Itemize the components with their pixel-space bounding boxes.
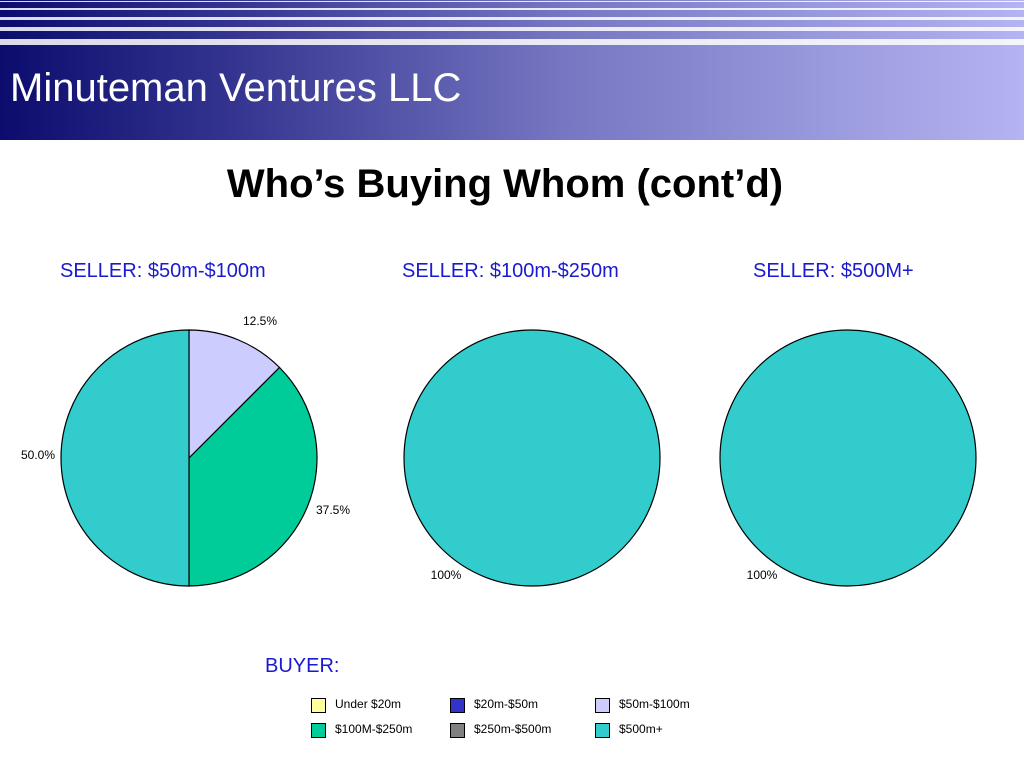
data-label: 12.5% — [243, 314, 277, 328]
legend-title: BUYER: — [265, 655, 340, 677]
slide-title: Who’s Buying Whom (cont’d) — [226, 162, 784, 206]
header-banner: Minuteman Ventures LLC — [0, 0, 1024, 140]
data-label: 50.0% — [21, 448, 55, 462]
pie-slice — [403, 329, 661, 587]
data-label: 100% — [747, 568, 778, 582]
legend-swatch — [595, 723, 610, 738]
legend-label: $500m+ — [619, 722, 663, 736]
chart-title-seller-100m-250m: SELLER: $100m-$250m — [402, 260, 619, 282]
legend-label: $250m-$500m — [474, 722, 552, 736]
legend-label: $20m-$50m — [474, 697, 539, 711]
chart-title-seller-50m-100m: SELLER: $50m-$100m — [60, 260, 266, 282]
pie-slice — [60, 329, 190, 587]
company-title: Minuteman Ventures LLC — [10, 66, 462, 110]
data-label: 37.5% — [316, 503, 350, 517]
legend-swatch — [595, 698, 610, 713]
pie-charts: 12.5% 37.5% 50.0% 100% 100% — [21, 314, 977, 587]
chart-title-seller-500m-plus: SELLER: $500M+ — [753, 260, 914, 282]
legend-swatch — [311, 698, 326, 713]
data-label: 100% — [431, 568, 462, 582]
pie-slice — [719, 329, 977, 587]
legend-label: $50m-$100m — [619, 697, 690, 711]
pie-slice — [188, 329, 281, 460]
pie-slice — [188, 366, 318, 587]
legend-swatch — [450, 698, 465, 713]
legend-swatch — [450, 723, 465, 738]
header-decorative-lines — [0, 1, 1024, 45]
legend-swatch — [311, 723, 326, 738]
legend-label: $100M-$250m — [335, 722, 413, 736]
legend-label: Under $20m — [335, 697, 402, 711]
